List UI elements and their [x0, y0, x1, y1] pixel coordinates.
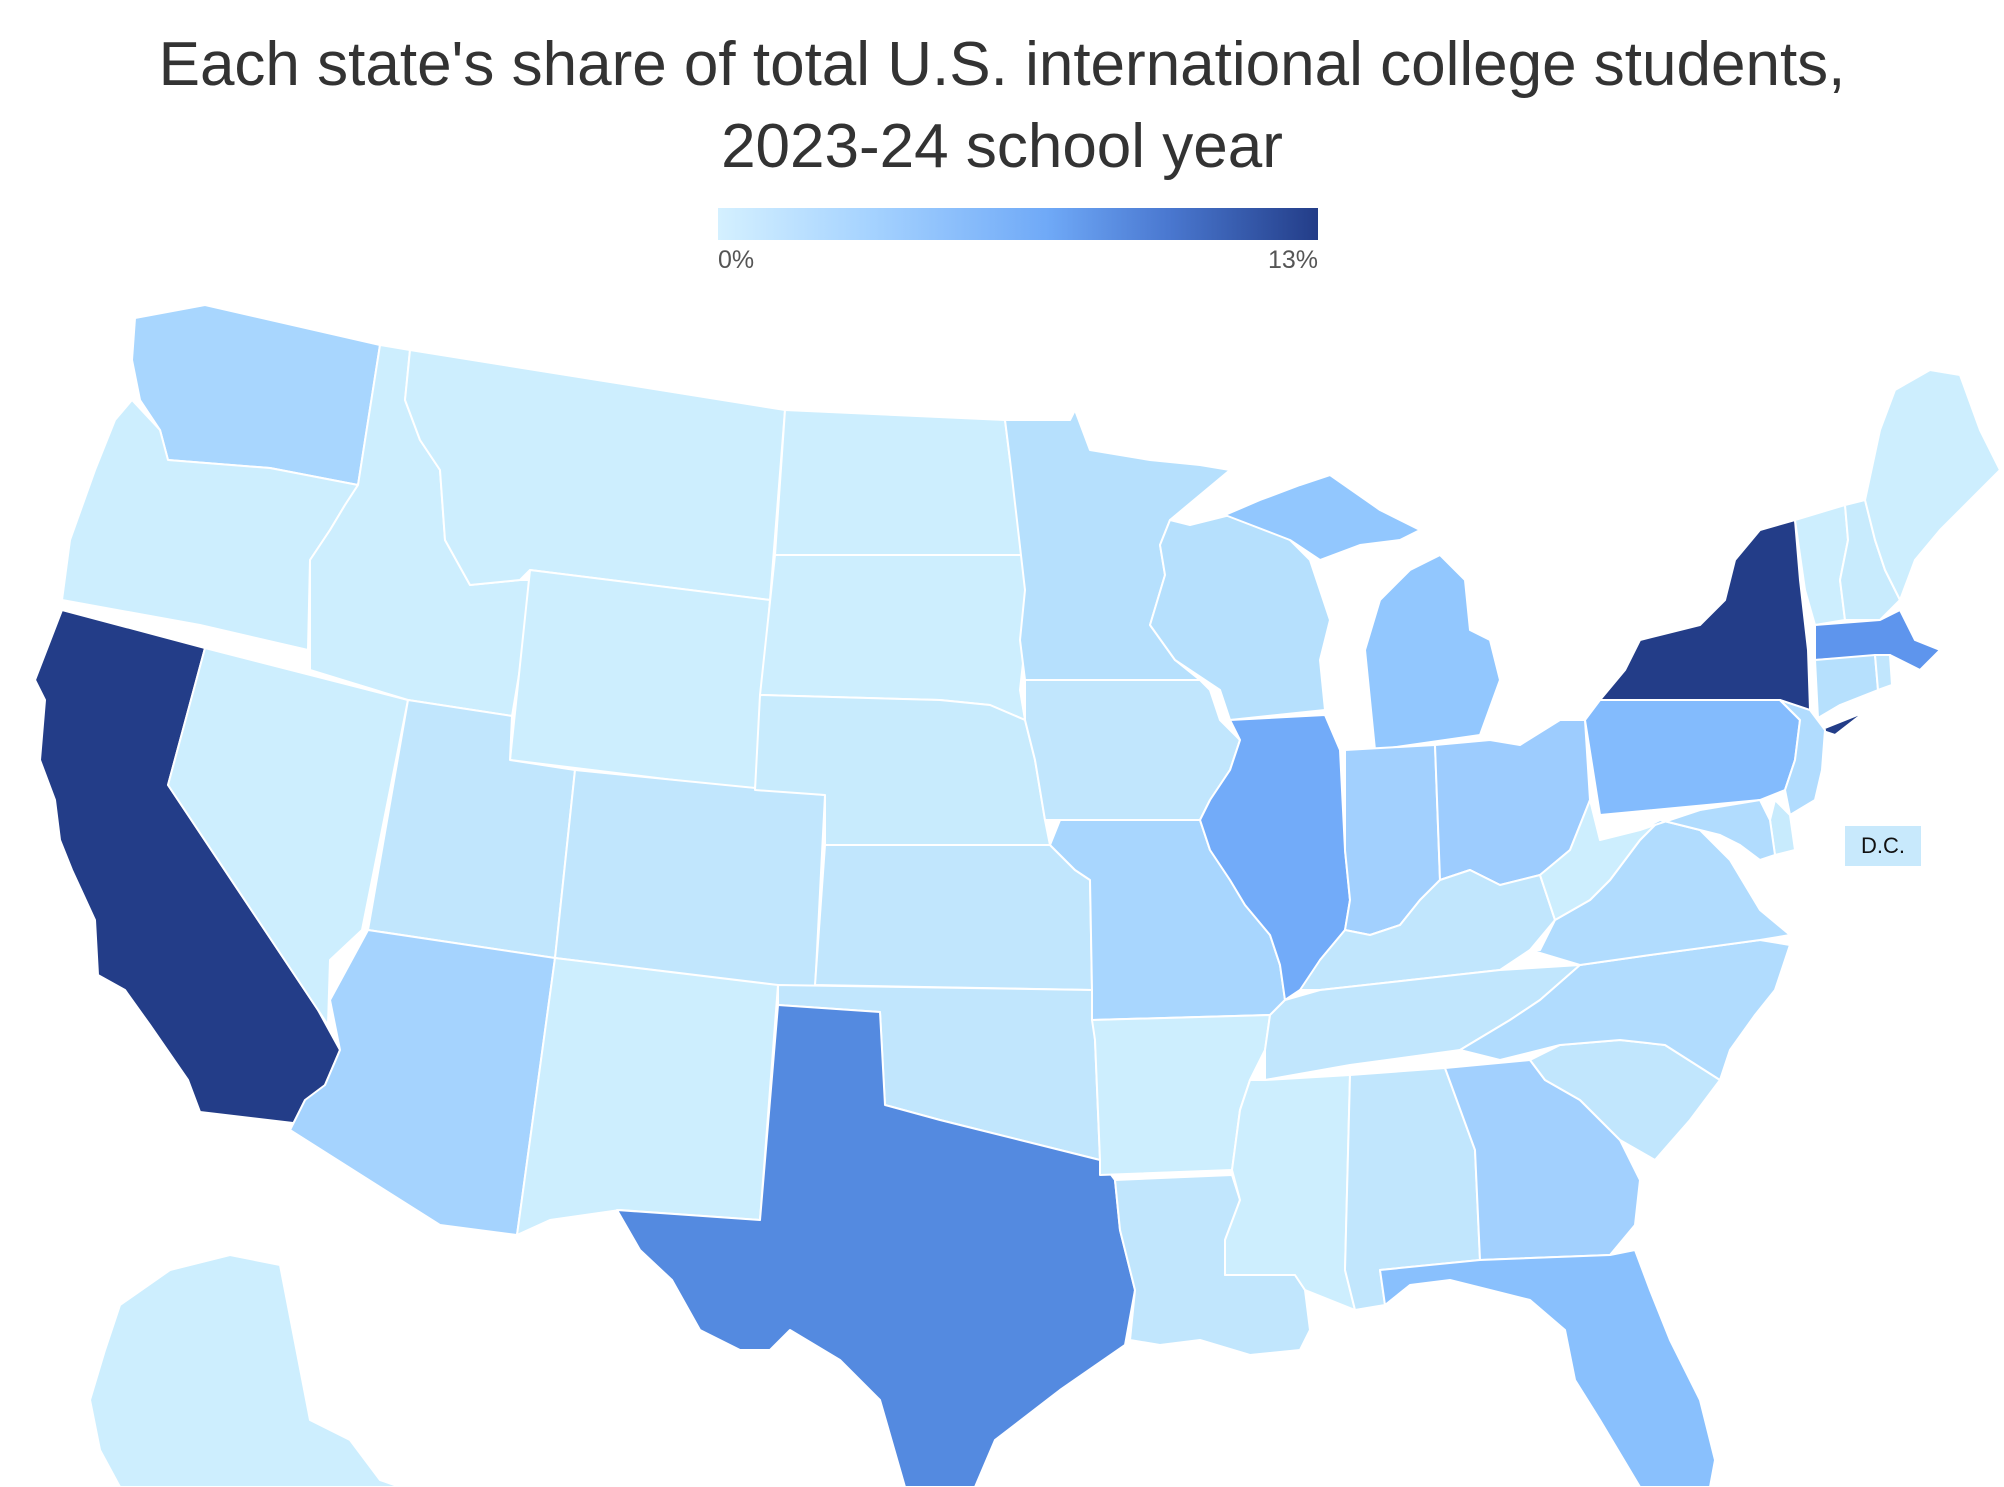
state-FL[interactable] [1379, 1249, 1716, 1487]
state-ND[interactable] [774, 409, 1026, 556]
state-KS[interactable] [814, 844, 1093, 991]
state-DE[interactable] [1769, 799, 1796, 856]
legend-gradient-bar [718, 208, 1318, 240]
state-TX[interactable] [616, 1004, 1136, 1487]
legend-max-label: 13% [1267, 246, 1318, 274]
state-IA[interactable] [1024, 679, 1241, 821]
state-MS[interactable] [1224, 1074, 1356, 1311]
state-MI[interactable] [1224, 474, 1501, 751]
title-line-2: 2023-24 school year [721, 112, 1283, 181]
dc-label-box: D.C. [1845, 826, 1921, 866]
state-AK[interactable] [89, 1254, 401, 1487]
map-title: Each state's share of total U.S. interna… [0, 24, 2004, 188]
states-group [34, 304, 2001, 1487]
state-PA[interactable] [1584, 699, 1801, 816]
state-RI[interactable] [1874, 654, 1893, 691]
state-MD[interactable] [1639, 799, 1776, 861]
state-WA[interactable] [131, 304, 381, 486]
state-NM[interactable] [516, 957, 779, 1236]
legend-labels: 0% 13% [718, 246, 1318, 280]
legend-min-label: 0% [718, 246, 755, 274]
state-MT[interactable] [404, 349, 786, 601]
color-legend: 0% 13% [718, 208, 1318, 280]
state-ME[interactable] [1864, 369, 2001, 601]
state-CT[interactable] [1814, 654, 1879, 719]
state-CO[interactable] [554, 769, 826, 991]
title-line-1: Each state's share of total U.S. interna… [158, 30, 1846, 99]
state-WY[interactable] [509, 569, 771, 791]
state-NJ[interactable] [1779, 699, 1826, 816]
